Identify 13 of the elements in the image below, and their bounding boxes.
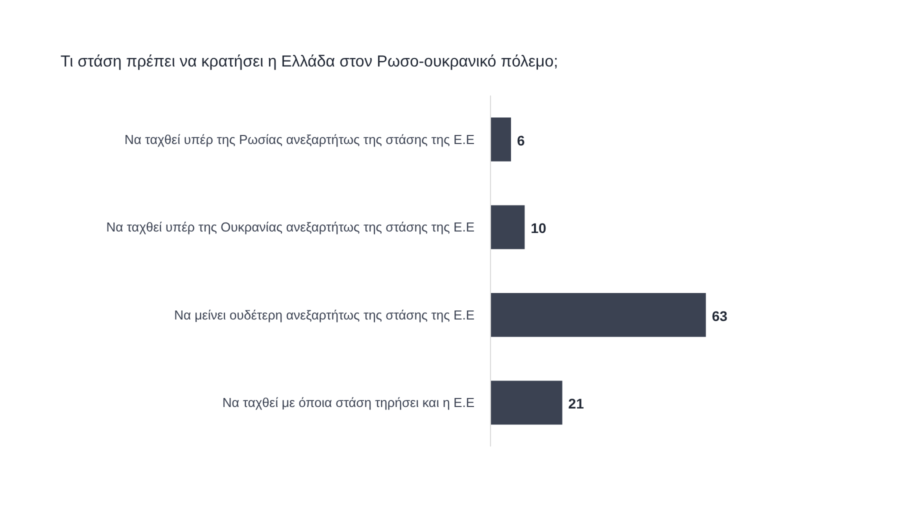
bar <box>490 205 525 250</box>
y-tick-label: Να ταχθεί υπέρ της Ρωσίας ανεξαρτήτως της στάσης της Ε.Ε <box>124 132 475 147</box>
data-label: 63 <box>712 308 728 324</box>
bar <box>490 117 512 162</box>
data-label: 21 <box>568 396 584 412</box>
y-tick-label: Να ταχθεί με όποια στάση τηρήσει και η Ε.Ε <box>222 395 475 410</box>
y-tick-label: Να μείνει ουδέτερη ανεξαρτήτως της στάσης της Ε.Ε <box>174 307 475 322</box>
y-tick-label: Να ταχθεί υπέρ της Ουκρανίας ανεξαρτήτως της στάσης της Ε.Ε <box>106 220 475 235</box>
data-label: 10 <box>530 220 546 236</box>
text: Τι στάση πρέπει να κρατήσει η Ελλάδα στον Ρωσο-ουκρανικό πόλεμο; <box>60 54 558 70</box>
bar <box>490 292 706 337</box>
bar <box>490 380 562 425</box>
data-label: 6 <box>517 132 526 148</box>
